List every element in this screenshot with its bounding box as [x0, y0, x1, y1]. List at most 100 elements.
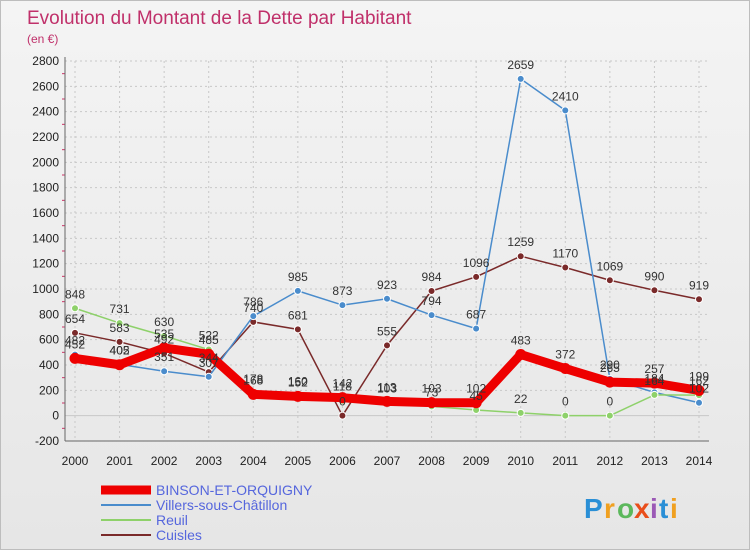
data-point [71, 328, 79, 337]
data-label: 0 [562, 395, 569, 409]
data-point [516, 74, 525, 83]
x-tick-label: 2008 [418, 454, 445, 468]
data-point [247, 388, 259, 400]
data-label: 522 [199, 329, 219, 343]
data-point [561, 106, 570, 115]
data-label: 402 [110, 344, 130, 358]
data-label: 1096 [463, 256, 490, 270]
data-label: 22 [514, 392, 528, 406]
x-tick-label: 2014 [686, 454, 713, 468]
data-label: 351 [154, 350, 174, 364]
logo-letter: t [659, 493, 668, 524]
series-lines [69, 74, 705, 420]
data-point [71, 304, 79, 313]
data-label: 919 [689, 278, 709, 292]
data-label: 482 [65, 334, 85, 348]
data-label: 290 [600, 358, 620, 372]
x-tick-label: 2006 [329, 454, 356, 468]
y-tick-label: 1800 [32, 181, 59, 195]
chart-title: Evolution du Montant de la Dette par Hab… [27, 8, 412, 29]
y-tick-label: 400 [39, 358, 59, 372]
data-label: 265 [600, 361, 620, 375]
data-point [650, 390, 659, 399]
data-label: 178 [243, 372, 263, 386]
y-tick-label: 2200 [32, 130, 59, 144]
data-label: 257 [644, 362, 664, 376]
data-label: 630 [154, 315, 174, 329]
data-label: 103 [377, 382, 397, 396]
data-label: 1259 [507, 235, 534, 249]
data-label: 103 [422, 382, 442, 396]
data-point [115, 337, 124, 346]
data-label: 102 [466, 382, 486, 396]
data-label: 168 [243, 373, 263, 387]
data-label: 740 [243, 301, 263, 315]
data-point [160, 331, 169, 340]
data-label: 160 [288, 374, 308, 388]
logo-letter: r [604, 493, 615, 524]
legend-label: Villers-sous-Châtillon [156, 497, 287, 513]
axes: -200020040060080010001200140016001800200… [32, 54, 712, 468]
data-point [470, 397, 482, 409]
data-label: 73 [425, 385, 439, 399]
data-point [204, 372, 213, 381]
data-point [114, 359, 126, 371]
logo-letter: i [650, 493, 658, 524]
data-label: 344 [199, 351, 219, 365]
y-tick-label: 0 [52, 409, 59, 423]
data-label: 405 [110, 343, 130, 357]
y-tick-label: 1000 [32, 282, 59, 296]
logo-letter: o [617, 493, 634, 524]
data-label: 1170 [552, 246, 578, 260]
data-label: 786 [243, 295, 263, 309]
data-point [336, 392, 348, 404]
x-tick-label: 2012 [597, 454, 624, 468]
data-label: 485 [199, 333, 219, 347]
data-point [561, 263, 570, 272]
data-label: 731 [110, 302, 130, 316]
chart-subtitle: (en €) [27, 32, 58, 46]
data-point [381, 395, 393, 407]
y-tick-label: 1200 [32, 257, 59, 271]
x-tick-label: 2007 [374, 454, 401, 468]
data-label: 2659 [507, 58, 534, 72]
x-tick-label: 2003 [195, 454, 222, 468]
data-point [695, 398, 703, 407]
data-label: 1069 [597, 259, 624, 273]
data-label: 142 [332, 377, 352, 391]
data-label: 45 [469, 389, 483, 403]
legend-label: BINSON-ET-ORQUIGNY [156, 482, 313, 498]
data-point [604, 376, 616, 388]
y-tick-label: -200 [35, 434, 59, 448]
data-label: 164 [644, 374, 664, 388]
data-label: 848 [65, 287, 85, 301]
data-label: 2410 [552, 89, 579, 103]
data-point [426, 397, 438, 409]
data-label: 492 [154, 332, 174, 346]
data-point [472, 324, 481, 333]
data-label: 985 [288, 270, 308, 284]
x-tick-label: 2002 [151, 454, 178, 468]
y-tick-label: 2600 [32, 79, 59, 93]
x-tick-label: 2010 [507, 454, 534, 468]
data-point [559, 363, 571, 375]
x-tick-label: 2001 [106, 454, 133, 468]
legend-label: Cuisles [156, 527, 202, 543]
data-label: 0 [339, 395, 346, 409]
data-point [115, 319, 124, 328]
x-tick-label: 2013 [641, 454, 668, 468]
y-tick-label: 2000 [32, 155, 59, 169]
x-tick-label: 2009 [463, 454, 490, 468]
data-label: 654 [65, 312, 85, 326]
data-point [69, 352, 81, 364]
data-label: 923 [377, 278, 397, 292]
data-point [158, 342, 170, 354]
data-point [605, 276, 614, 285]
data-label: 984 [422, 270, 442, 284]
data-label: 535 [154, 327, 174, 341]
data-label: 990 [644, 269, 664, 283]
logo-letter: P [584, 493, 603, 524]
data-point [516, 408, 525, 417]
